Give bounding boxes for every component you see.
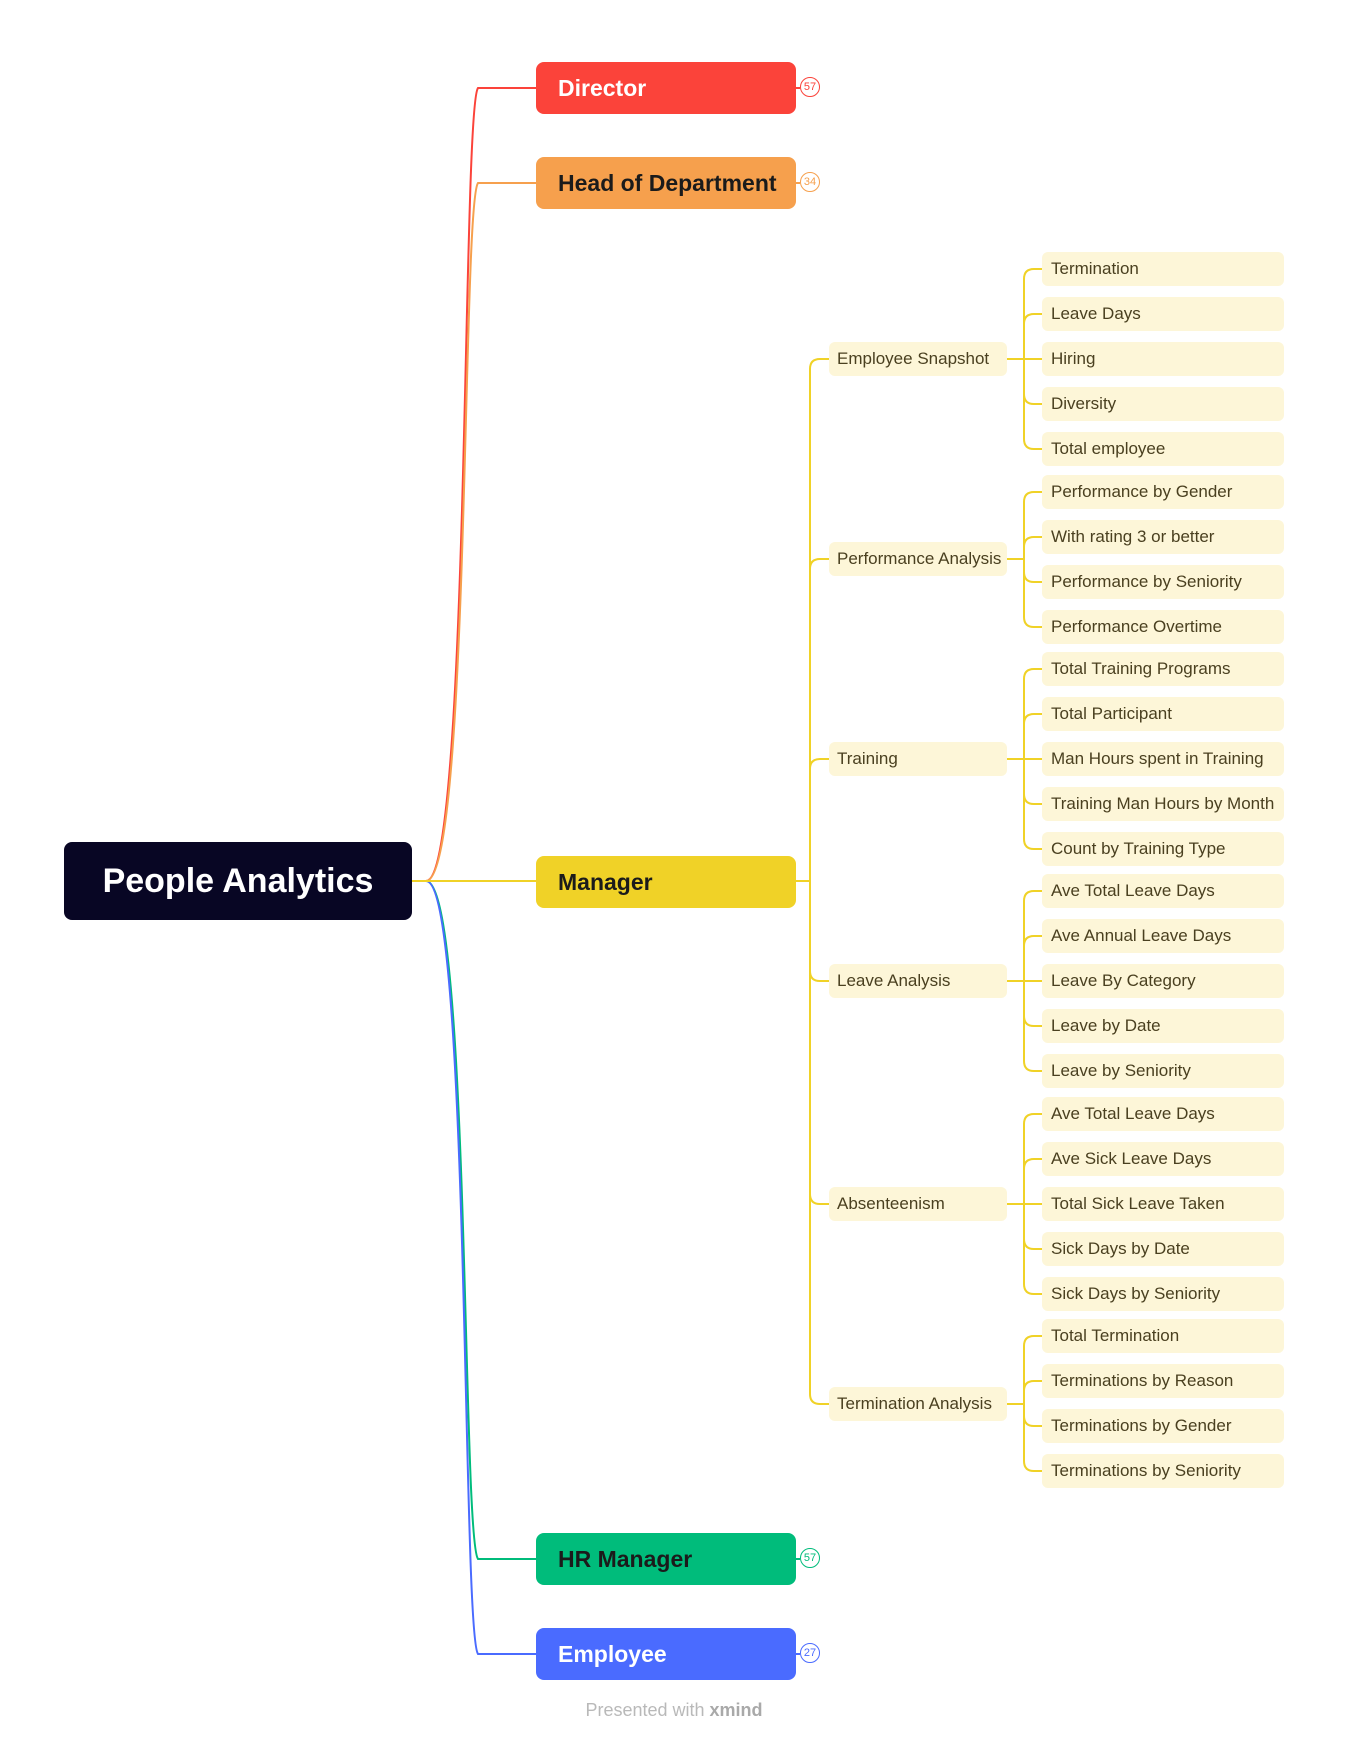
connector-leaf	[1023, 1158, 1042, 1170]
connector-leaf	[1023, 838, 1042, 850]
connector-manager-subtopic	[809, 970, 829, 982]
leaf-topic[interactable]: Performance by Gender	[1042, 475, 1284, 509]
connector-root-employee	[412, 880, 536, 1655]
connector-leaf	[1023, 1238, 1042, 1250]
leaf-topic[interactable]: Total Sick Leave Taken	[1042, 1187, 1284, 1221]
connector-root-hr-manager	[412, 880, 537, 1561]
leaf-topic[interactable]: Count by Training Type	[1042, 832, 1284, 866]
leaf-topic[interactable]: Diversity	[1042, 387, 1284, 421]
leaf-topic[interactable]: Man Hours spent in Training	[1042, 742, 1284, 776]
connector-leaf	[1023, 536, 1042, 548]
leaf-topic[interactable]: Termination	[1042, 252, 1284, 286]
connector-leaf	[1023, 935, 1042, 947]
leaf-topic[interactable]: Ave Total Leave Days	[1042, 1097, 1284, 1131]
leaf-topic[interactable]: Total Participant	[1042, 697, 1284, 731]
topic-employee[interactable]: Employee	[536, 1628, 796, 1680]
leaf-topic[interactable]: Hiring	[1042, 342, 1284, 376]
connector-leaf	[1023, 268, 1042, 280]
connector-leaf	[1023, 1415, 1042, 1427]
director-collapsed-count-badge[interactable]: 57	[800, 77, 820, 97]
leaf-topic[interactable]: With rating 3 or better	[1042, 520, 1284, 554]
connector-leaf	[1023, 890, 1042, 902]
leaf-topic[interactable]: Performance Overtime	[1042, 610, 1284, 644]
connector-leaf	[1023, 571, 1042, 583]
connector-leaf	[1023, 713, 1042, 725]
leaf-topic[interactable]: Ave Annual Leave Days	[1042, 919, 1284, 953]
subtopic-leave-analysis[interactable]: Leave Analysis	[829, 964, 1007, 998]
topic-manager[interactable]: Manager	[536, 856, 796, 908]
subtopic-employee-snapshot[interactable]: Employee Snapshot	[829, 342, 1007, 376]
leaf-topic[interactable]: Total Termination	[1042, 1319, 1284, 1353]
connector-manager-subtopic	[809, 758, 829, 770]
subtopic-training[interactable]: Training	[829, 742, 1007, 776]
leaf-topic[interactable]: Ave Sick Leave Days	[1042, 1142, 1284, 1176]
leaf-topic[interactable]: Terminations by Reason	[1042, 1364, 1284, 1398]
leaf-topic[interactable]: Leave By Category	[1042, 964, 1284, 998]
hr-manager-collapsed-count-badge[interactable]: 57	[800, 1548, 820, 1568]
topic-hr-manager[interactable]: HR Manager	[536, 1533, 796, 1585]
connector-root-director	[412, 86, 536, 882]
connector-leaf	[1023, 393, 1042, 405]
leaf-topic[interactable]: Sick Days by Date	[1042, 1232, 1284, 1266]
leaf-topic[interactable]: Ave Total Leave Days	[1042, 874, 1284, 908]
leaf-topic[interactable]: Leave by Seniority	[1042, 1054, 1284, 1088]
root-topic[interactable]: People Analytics	[64, 842, 412, 920]
connector-leaf	[1023, 793, 1042, 805]
leaf-topic[interactable]: Total employee	[1042, 432, 1284, 466]
connector-manager-subtopic	[809, 558, 829, 570]
topic-head-of-department[interactable]: Head of Department	[536, 157, 796, 209]
subtopic-termination-analysis[interactable]: Termination Analysis	[829, 1387, 1007, 1421]
connector-manager-subtopic	[809, 1193, 829, 1205]
presented-with-footer: Presented with xmind	[0, 1700, 1348, 1721]
connector-leaf	[1023, 1460, 1042, 1472]
head-of-department-collapsed-count-badge[interactable]: 34	[800, 172, 820, 192]
leaf-topic[interactable]: Performance by Seniority	[1042, 565, 1284, 599]
connector-leaf	[1023, 1335, 1042, 1347]
connector-manager-subtopic	[809, 358, 829, 370]
connector-leaf	[1023, 1380, 1042, 1392]
employee-collapsed-count-badge[interactable]: 27	[800, 1643, 820, 1663]
leaf-topic[interactable]: Sick Days by Seniority	[1042, 1277, 1284, 1311]
connector-leaf	[1023, 1283, 1042, 1295]
leaf-topic[interactable]: Leave Days	[1042, 297, 1284, 331]
subtopic-performance-analysis[interactable]: Performance Analysis	[829, 542, 1007, 576]
connector-leaf	[1023, 1060, 1042, 1072]
topic-director[interactable]: Director	[536, 62, 796, 114]
connector-leaf	[1023, 438, 1042, 450]
connector-leaf	[1023, 1113, 1042, 1125]
connector-leaf	[1023, 491, 1042, 503]
connector-leaf	[1023, 313, 1042, 325]
connector-leaf	[1023, 668, 1042, 680]
xmind-logo: xmind	[709, 1700, 763, 1720]
leaf-topic[interactable]: Total Training Programs	[1042, 652, 1284, 686]
footer-prefix: Presented with	[585, 1700, 705, 1720]
connector-leaf	[1023, 616, 1042, 628]
leaf-topic[interactable]: Training Man Hours by Month	[1042, 787, 1284, 821]
connector-root-head-of-department	[412, 182, 536, 882]
subtopic-absenteenism[interactable]: Absenteenism	[829, 1187, 1007, 1221]
connector-manager-subtopic	[809, 1393, 829, 1405]
leaf-topic[interactable]: Terminations by Gender	[1042, 1409, 1284, 1443]
leaf-topic[interactable]: Leave by Date	[1042, 1009, 1284, 1043]
connector-leaf	[1023, 1015, 1042, 1027]
leaf-topic[interactable]: Terminations by Seniority	[1042, 1454, 1284, 1488]
